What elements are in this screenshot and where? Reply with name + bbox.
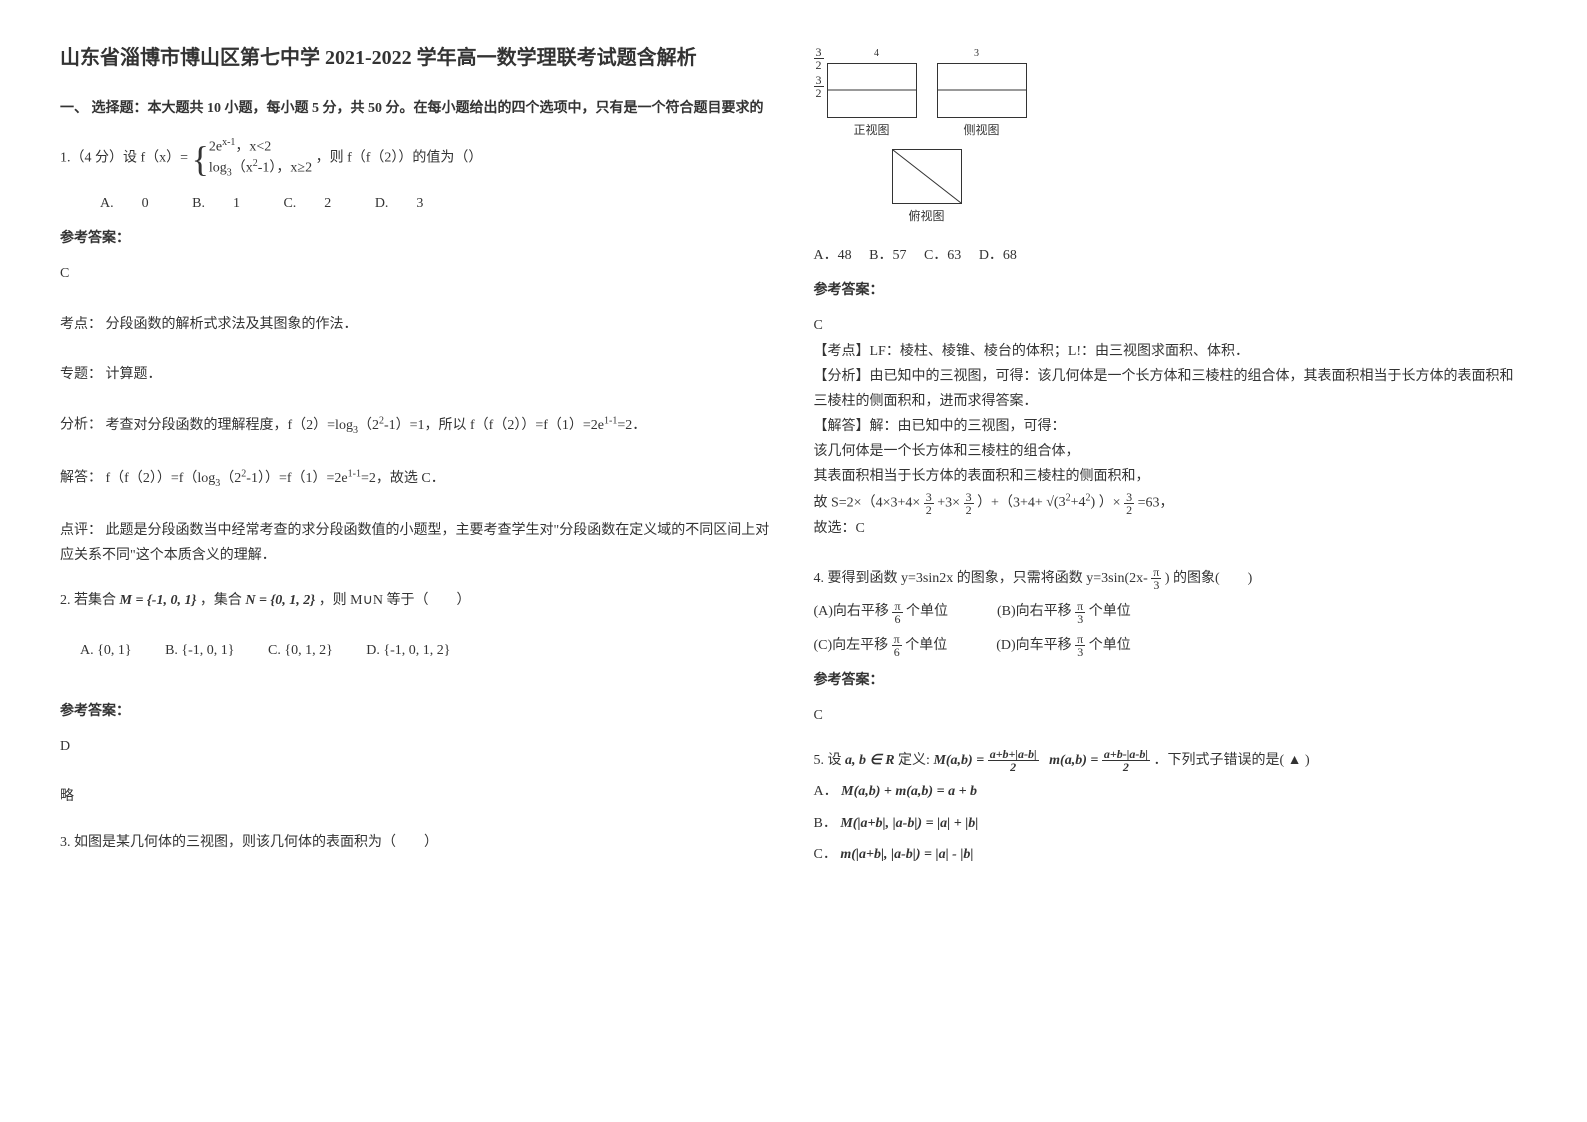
q2-answer-label: 参考答案： bbox=[60, 699, 774, 724]
section-title: 一、 选择题：本大题共 10 小题，每小题 5 分，共 50 分。在每小题给出的… bbox=[60, 96, 774, 121]
q1-answer: C bbox=[60, 261, 774, 286]
q4-options-row2: (C)向左平移 π6 个单位 (D)向车平移 π3 个单位 bbox=[814, 633, 1528, 658]
top-view bbox=[892, 149, 962, 204]
q2-lue: 略 bbox=[60, 784, 774, 809]
q2-opt-b: B. {-1, 0, 1} bbox=[165, 638, 234, 663]
problem-2: 2. 若集合 M = {-1, 0, 1} ，集合 N = {0, 1, 2} … bbox=[60, 588, 774, 810]
q1-zhuanti: 专题： 计算题． bbox=[60, 362, 774, 387]
q1-fenxi: 分析： 考查对分段函数的理解程度，f（2）=log3（22-1）=1，所以 f（… bbox=[60, 412, 774, 439]
q3-answer-label: 参考答案： bbox=[814, 278, 1528, 303]
page-title: 山东省淄博市博山区第七中学 2021-2022 学年高一数学理联考试题含解析 bbox=[60, 40, 774, 76]
q5-opt-a: A． M(a,b) + m(a,b) = a + b bbox=[814, 779, 1528, 804]
q3-opt-d: D．68 bbox=[979, 248, 1017, 263]
q2-options: A. {0, 1} B. {-1, 0, 1} C. {0, 1, 2} D. … bbox=[60, 638, 774, 663]
q1-options: A. 0 B. 1 C. 2 D. 3 bbox=[60, 191, 774, 216]
problem-3: 3. 如图是某几何体的三视图，则该几何体的表面积为（ ） bbox=[60, 830, 774, 855]
q1-opt-b: B. 1 bbox=[192, 191, 240, 216]
problem-5: 5. 设 a, b ∈ R 定义: M(a,b) = a+b+|a-b|2 m(… bbox=[814, 748, 1528, 867]
q3-jieda5: 故选：C bbox=[814, 516, 1528, 541]
q3-answer: C bbox=[814, 313, 1528, 338]
q3-fenxi: 【分析】由已知中的三视图，可得：该几何体是一个长方体和三棱柱的组合体，其表面积相… bbox=[814, 364, 1528, 414]
q4-opt-d: (D)向车平移 π3 个单位 bbox=[996, 638, 1131, 653]
q4-opt-b: (B)向右平移 π3 个单位 bbox=[997, 604, 1131, 619]
q3-jieda2: 该几何体是一个长方体和三棱柱的组合体， bbox=[814, 439, 1528, 464]
q5-opt-b: B． M(|a+b|, |a-b|) = |a| + |b| bbox=[814, 811, 1528, 836]
q4-options-row1: (A)向右平移 π6 个单位 (B)向右平移 π3 个单位 bbox=[814, 599, 1528, 624]
three-view-diagram: 32 32 43 正视图 bbox=[814, 45, 1027, 228]
q3-kaodian: 【考点】LF：棱柱、棱锥、棱台的体积；L!：由三视图求面积、体积． bbox=[814, 339, 1528, 364]
q3-opt-b: B．57 bbox=[869, 248, 906, 263]
q2-opt-d: D. {-1, 0, 1, 2} bbox=[366, 638, 450, 663]
problem-4: 4. 要得到函数 y=3sin2x 的图象，只需将函数 y=3sin(2x- π… bbox=[814, 566, 1528, 728]
q3-jieda1: 【解答】解：由已知中的三视图，可得： bbox=[814, 414, 1528, 439]
q3-options: A．48 B．57 C．63 D．68 bbox=[814, 243, 1528, 268]
q1-stem: 1.（4 分）设 f（x）= { 2ex-1，x<2 log3（x2-1），x≥… bbox=[60, 136, 774, 181]
q3-stem: 3. 如图是某几何体的三视图，则该几何体的表面积为（ ） bbox=[60, 830, 774, 855]
q1-kaodian: 考点： 分段函数的解析式求法及其图象的作法． bbox=[60, 312, 774, 337]
q4-opt-a: (A)向右平移 π6 个单位 bbox=[814, 604, 952, 619]
q4-opt-c: (C)向左平移 π6 个单位 bbox=[814, 638, 951, 653]
q4-stem: 4. 要得到函数 y=3sin2x 的图象，只需将函数 y=3sin(2x- π… bbox=[814, 566, 1528, 591]
q3-jieda3: 其表面积相当于长方体的表面积和三棱柱的侧面积和， bbox=[814, 464, 1528, 489]
q1-answer-label: 参考答案： bbox=[60, 226, 774, 251]
q1-dianping: 点评： 此题是分段函数当中经常考查的求分段函数值的小题型，主要考查学生对"分段函… bbox=[60, 518, 774, 568]
q2-stem: 2. 若集合 M = {-1, 0, 1} ，集合 N = {0, 1, 2} … bbox=[60, 588, 774, 613]
q2-answer: D bbox=[60, 734, 774, 759]
q2-opt-c: C. {0, 1, 2} bbox=[268, 638, 333, 663]
q1-opt-c: C. 2 bbox=[283, 191, 331, 216]
q4-answer: C bbox=[814, 703, 1528, 728]
piecewise-function: { 2ex-1，x<2 log3（x2-1），x≥2 bbox=[192, 136, 313, 181]
q2-opt-a: A. {0, 1} bbox=[80, 638, 132, 663]
q4-answer-label: 参考答案： bbox=[814, 668, 1528, 693]
problem-1: 1.（4 分）设 f（x）= { 2ex-1，x<2 log3（x2-1），x≥… bbox=[60, 136, 774, 568]
q1-jieda: 解答： f（f（2））=f（log3（22-1））=f（1）=2e1-1=2，故… bbox=[60, 465, 774, 492]
q1-opt-d: D. 3 bbox=[375, 191, 424, 216]
right-column: 32 32 43 正视图 bbox=[814, 40, 1528, 887]
q1-opt-a: A. 0 bbox=[100, 191, 149, 216]
side-view bbox=[937, 63, 1027, 118]
front-view bbox=[827, 63, 917, 118]
left-column: 山东省淄博市博山区第七中学 2021-2022 学年高一数学理联考试题含解析 一… bbox=[60, 40, 774, 887]
q3-opt-c: C．63 bbox=[924, 248, 961, 263]
q3-jieda4: 故 S=2×（4×3+4× 32 +3× 32 ）+（3+4+ √(32+42)… bbox=[814, 490, 1528, 516]
q3-opt-a: A．48 bbox=[814, 248, 852, 263]
q5-stem: 5. 设 a, b ∈ R 定义: M(a,b) = a+b+|a-b|2 m(… bbox=[814, 748, 1528, 773]
q5-opt-c: C． m(|a+b|, |a-b|) = |a| - |b| bbox=[814, 842, 1528, 867]
